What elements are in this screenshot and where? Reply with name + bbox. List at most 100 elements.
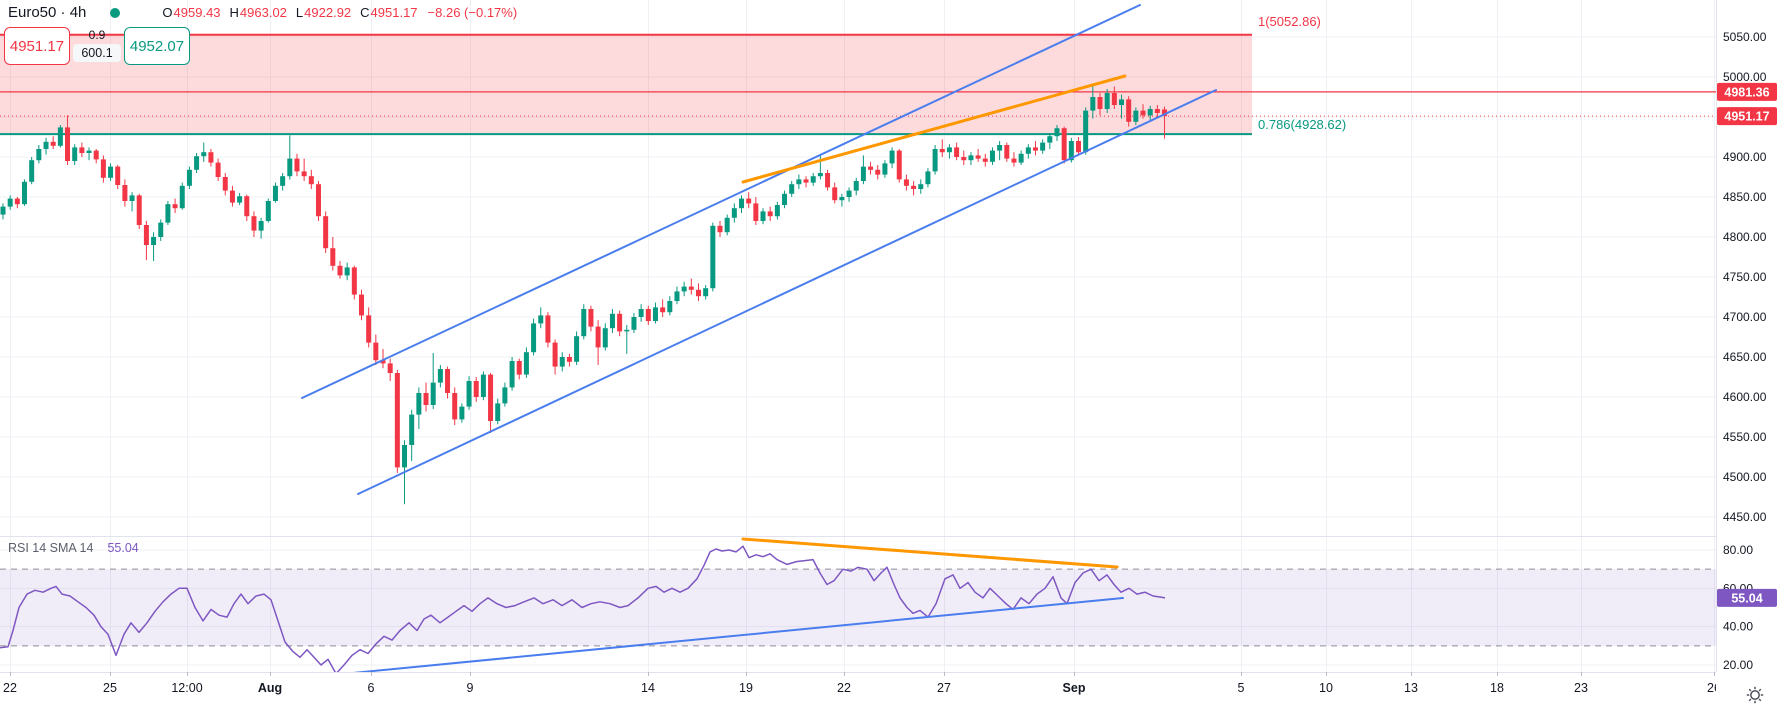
candle-body [731, 208, 737, 218]
price-label-4700: 4700.00 [1723, 310, 1767, 324]
candle-body [151, 237, 157, 245]
candle-body [896, 150, 902, 180]
candle-body [287, 158, 293, 177]
candle-body [961, 157, 967, 161]
candle-body [29, 160, 35, 182]
price-label-4650: 4650.00 [1723, 350, 1767, 364]
symbol-title[interactable]: Euro50 · 4h [8, 4, 87, 21]
candle-body [366, 315, 372, 343]
low-value: 4922.92 [304, 5, 352, 20]
buy-button[interactable]: 4952.07 [124, 27, 190, 65]
candle-body [588, 309, 594, 327]
price-badge-4981.36 [1717, 82, 1777, 101]
candle-body [315, 184, 321, 217]
candle-body [1104, 93, 1110, 109]
candle-body [982, 158, 988, 162]
candle-body [1047, 136, 1053, 143]
candle-body [710, 225, 716, 289]
candle-body [122, 185, 128, 201]
time-label-9: 9 [467, 681, 474, 695]
close-label: C [360, 5, 370, 20]
candle-body [574, 336, 580, 362]
candle-body [660, 307, 666, 313]
candle-body [652, 307, 658, 321]
candle-body [846, 190, 852, 197]
candle-body [86, 150, 92, 153]
candle-body [810, 176, 816, 183]
candle-body [681, 286, 687, 292]
time-label-18: 18 [1490, 681, 1504, 695]
candle-body [1119, 99, 1125, 105]
rsi-orange-divergence[interactable] [741, 537, 1119, 569]
price-channel-lower[interactable] [357, 89, 1217, 495]
price-label-4550: 4550.00 [1723, 430, 1767, 444]
spread-column: 0.9 600.1 [71, 27, 123, 62]
candle-body [222, 177, 228, 191]
time-label-14: 14 [641, 681, 655, 695]
time-axis[interactable] [0, 673, 1778, 709]
symbol-legend: Euro50 · 4h O4959.43 H4963.02 L4922.92 C… [8, 4, 517, 21]
candle-body [359, 294, 364, 316]
quantity-box[interactable]: 600.1 [73, 44, 121, 62]
candle-body [624, 329, 630, 332]
time-label-22: 22 [3, 681, 17, 695]
low-label: L [295, 5, 304, 20]
rsi-label-80: 80.00 [1723, 543, 1753, 557]
candle-body [631, 317, 637, 330]
candle-body [129, 195, 135, 201]
candle-body [7, 198, 13, 207]
trade-panel: 4951.17 0.9 600.1 4952.07 [4, 27, 190, 65]
candle-body [1018, 153, 1024, 163]
rsi-indicator-legend[interactable]: RSI 14 SMA 14 55.04 [8, 541, 139, 555]
candle-body [1076, 141, 1081, 153]
high-label: H [229, 5, 239, 20]
candle-body [739, 198, 745, 209]
candle-body [724, 217, 730, 233]
candle-body [308, 176, 314, 185]
candle-body [244, 196, 250, 217]
candle-body [136, 195, 142, 225]
time-label-10: 10 [1319, 681, 1333, 695]
candle-body [1054, 128, 1060, 137]
candle-body [997, 145, 1003, 151]
price-orange-resistance[interactable] [741, 74, 1127, 184]
open-value: 4959.43 [173, 5, 221, 20]
candle-body [459, 406, 465, 420]
open-label: O [162, 5, 173, 20]
candle-body [746, 198, 752, 204]
candle-body [1011, 158, 1017, 163]
candle-body [495, 403, 501, 421]
candle-body [903, 179, 909, 186]
time-axis-settings-gear-icon[interactable] [1746, 686, 1764, 704]
time-label-19: 19 [739, 681, 753, 695]
time-label-6: 6 [368, 681, 375, 695]
candle-body [1068, 141, 1074, 161]
candle-body [14, 198, 20, 205]
candle-body [72, 147, 78, 161]
rsi-blue-support[interactable] [311, 597, 1124, 678]
candle-body [452, 393, 458, 420]
candle-body [1097, 97, 1103, 109]
candle-body [215, 162, 221, 177]
candle-body [36, 149, 42, 161]
price-badge-4951.17 [1717, 107, 1777, 126]
candle-body [545, 315, 551, 343]
time-label-25: 25 [103, 681, 117, 695]
candle-body [552, 342, 558, 367]
candle-body [825, 173, 831, 188]
candle-body [323, 216, 329, 249]
candle-body [502, 387, 508, 404]
candle-body [201, 152, 207, 157]
candle-body [251, 216, 257, 231]
candle-body [423, 393, 429, 405]
candle-body [674, 291, 680, 301]
candle-body [272, 185, 278, 201]
candle-body [925, 171, 931, 185]
candle-body [373, 342, 379, 361]
candle-body [975, 155, 981, 159]
price-channel-upper[interactable] [301, 4, 1141, 399]
sell-button[interactable]: 4951.17 [4, 27, 70, 65]
rsi-line [0, 545, 1166, 675]
candle-body [473, 381, 479, 397]
